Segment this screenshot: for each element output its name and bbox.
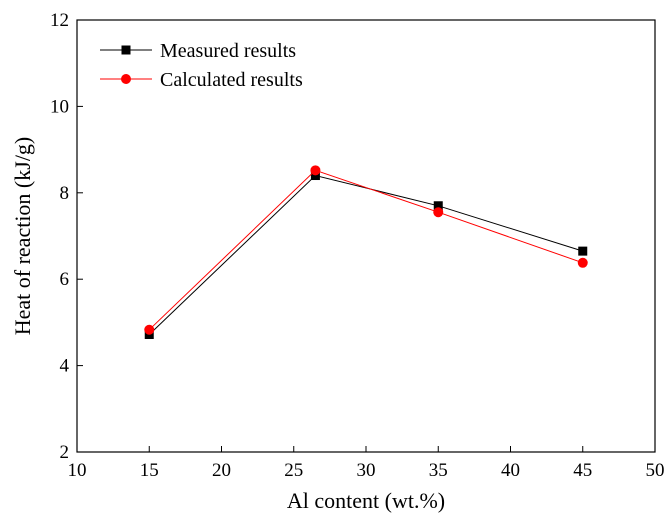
y-tick-label: 12 — [50, 10, 69, 31]
legend-entry-1: Measured results — [100, 40, 296, 62]
data-point — [310, 171, 320, 181]
series-line — [148, 174, 583, 335]
legend: Measured results Calculated results — [100, 40, 303, 91]
x-tick-label: 35 — [429, 460, 448, 481]
data-point — [144, 324, 155, 335]
tick-layer: 10 15 20 25 30 35 40 45 50 2 4 6 8 10 12 — [50, 10, 665, 481]
x-tick-label: 45 — [573, 460, 592, 481]
data-point — [433, 201, 443, 211]
series-layer — [144, 165, 588, 339]
y-tick-label: 8 — [60, 183, 70, 204]
legend-entry-2: Calculated results — [100, 69, 303, 91]
x-tick-label: 30 — [357, 460, 376, 481]
legend-marker — [121, 74, 131, 84]
x-tick-label: 50 — [646, 460, 665, 481]
data-point — [433, 207, 444, 218]
y-tick-label: 4 — [60, 356, 70, 377]
x-tick-label: 20 — [212, 460, 231, 481]
x-tick-label: 15 — [140, 460, 159, 481]
x-tick-label: 40 — [501, 460, 520, 481]
series-2 — [144, 165, 588, 335]
series-1 — [144, 171, 588, 339]
legend-marker — [121, 45, 131, 55]
x-tick-label: 10 — [68, 460, 87, 481]
y-axis-title: Heat of reaction (kJ/g) — [10, 137, 35, 336]
x-axis-title: Al content (wt.%) — [287, 488, 445, 513]
x-tick-label: 25 — [284, 460, 303, 481]
y-tick-label: 2 — [60, 442, 70, 463]
data-point — [310, 165, 321, 176]
y-tick-label: 6 — [60, 269, 70, 290]
data-point — [577, 257, 588, 268]
legend-label: Calculated results — [160, 69, 303, 91]
legend-label: Measured results — [160, 40, 296, 62]
data-point — [578, 246, 588, 256]
series-line — [148, 169, 583, 331]
y-tick-label: 10 — [50, 96, 69, 117]
